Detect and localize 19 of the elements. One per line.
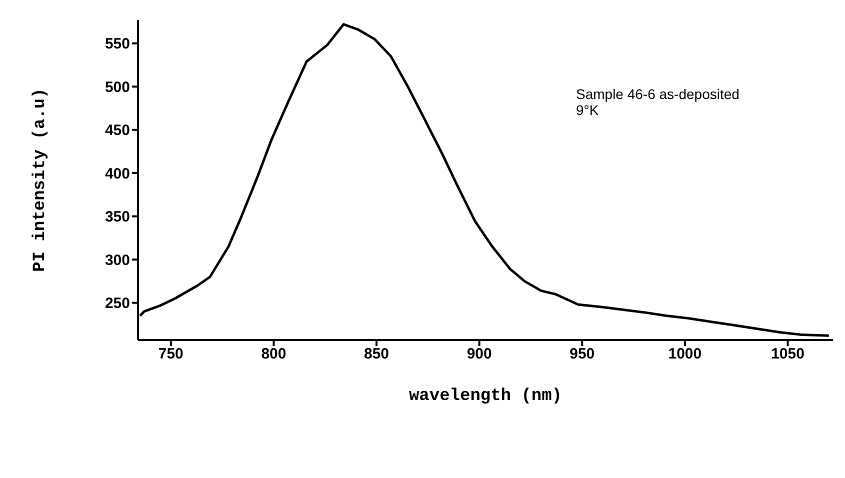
y-tick-label: 550: [104, 36, 130, 53]
x-tick-label: 800: [261, 346, 286, 363]
annotation: 9°K: [576, 102, 600, 118]
y-tick-label: 450: [104, 122, 130, 140]
x-tick-label: 1050: [771, 346, 804, 363]
y-axis-title: PI intensity (a.u): [31, 88, 50, 272]
x-tick-label: 1000: [668, 346, 702, 363]
annotation: Sample 46-6 as-deposited: [576, 86, 740, 102]
x-tick-label: 750: [158, 346, 184, 363]
x-axis-title: wavelength (nm): [408, 387, 562, 406]
y-tick-label: 500: [104, 78, 130, 96]
line-series: [138, 23, 830, 337]
y-tick-label: 350: [104, 208, 130, 226]
x-tick-label: 900: [466, 346, 492, 363]
y-tick-label: 400: [104, 165, 130, 182]
y-tick-label: 250: [104, 295, 130, 312]
x-tick-label: 850: [364, 346, 390, 363]
x-tick-label: 950: [570, 346, 595, 363]
y-tick-label: 300: [104, 252, 130, 269]
